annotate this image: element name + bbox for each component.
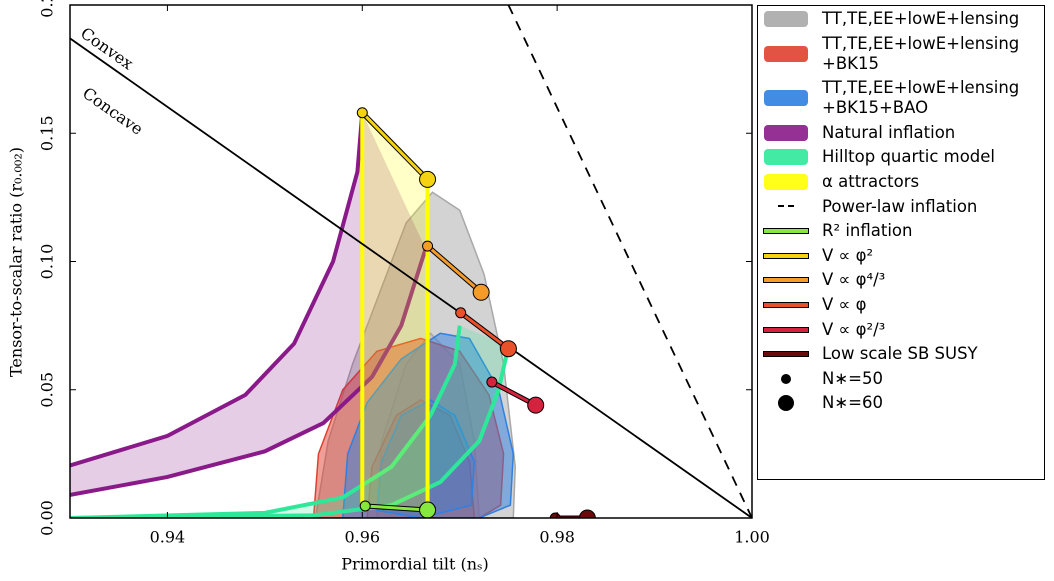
convexity-boundary — [70, 37, 752, 518]
y-axis-label: Tensor-to-scalar ratio (r₀.₀₀₂) — [7, 147, 26, 377]
legend-swatch — [764, 11, 808, 27]
legend-line — [764, 327, 808, 332]
model-point — [499, 340, 517, 358]
legend-label: TT,TE,EE+lowE+lensing +BK15 — [822, 33, 1020, 73]
model-point — [486, 376, 498, 388]
legend-swatch — [764, 124, 808, 141]
x-tick-label: 0.98 — [539, 528, 575, 547]
legend-entry: Power-law inflation — [762, 197, 1040, 217]
legend-entry: Hilltop quartic model — [762, 147, 1040, 167]
legend-label: N∗=50 — [822, 368, 883, 388]
legend-line — [764, 229, 808, 234]
legend-swatch — [764, 395, 808, 412]
legend-entry: N∗=60 — [762, 393, 1040, 413]
band-edge — [70, 345, 511, 518]
legend-entry: N∗=50 — [762, 369, 1040, 389]
legend-swatch — [764, 272, 808, 288]
legend-label: R² inflation — [822, 221, 913, 241]
plot-area — [70, 5, 752, 518]
y-tick-label: 0.10 — [38, 244, 57, 280]
legend-entry: TT,TE,EE+lowE+lensing +BK15 — [762, 34, 1040, 74]
legend-dot — [781, 373, 791, 384]
legend-label: V ∝ φ — [822, 294, 867, 314]
legend-swatch — [764, 149, 808, 166]
legend-entry: V ∝ φ² — [762, 246, 1040, 266]
model-point — [527, 396, 545, 414]
model-point — [455, 307, 467, 319]
legend-label: V ∝ φ⁴/³ — [822, 270, 886, 290]
y-tick-label: 0.15 — [38, 115, 57, 151]
legend-swatch — [764, 248, 808, 264]
band-fill — [70, 112, 426, 495]
legend-swatch — [764, 346, 808, 362]
x-tick-label: 0.94 — [150, 528, 186, 547]
model-point — [472, 283, 490, 301]
x-tick-label: 0.96 — [344, 528, 380, 547]
y-tick-label: 0.05 — [38, 372, 57, 408]
legend-dot — [778, 395, 794, 412]
legend-line — [764, 278, 808, 283]
legend-swatch — [764, 173, 808, 190]
legend: TT,TE,EE+lowE+lensing TT,TE,EE+lowE+lensi… — [757, 5, 1045, 480]
model-line — [365, 504, 428, 512]
x-tick-label: 1.00 — [734, 528, 770, 547]
legend-label: Power-law inflation — [822, 196, 978, 216]
legend-swatch — [764, 90, 808, 107]
y-tick-label: 0.00 — [38, 500, 57, 536]
legend-swatch — [764, 199, 808, 215]
legend-entry: α attractors — [762, 172, 1040, 192]
legend-entry: V ∝ φ⁴/³ — [762, 270, 1040, 290]
model-line — [507, 5, 752, 518]
band-edge — [70, 248, 428, 497]
legend-swatch — [764, 223, 808, 239]
band-edge — [70, 325, 462, 518]
band-fill — [70, 325, 509, 518]
legend-entry: Natural inflation — [762, 123, 1040, 143]
legend-line — [764, 302, 808, 307]
legend-label: Hilltop quartic model — [822, 147, 996, 167]
y-tick-label: 0.2 — [38, 0, 57, 18]
model-point — [356, 107, 368, 119]
legend-swatch — [764, 297, 808, 313]
legend-entry: V ∝ φ²/³ — [762, 320, 1040, 340]
legend-line — [778, 204, 794, 207]
model-line — [459, 311, 510, 350]
model-point — [419, 501, 437, 518]
model-point — [549, 512, 561, 518]
legend-entry: TT,TE,EE+lowE+lensing +BK15+BAO — [762, 78, 1040, 118]
model-point — [419, 170, 437, 188]
legend-line — [764, 253, 808, 258]
legend-label: Low scale SB SUSY — [822, 344, 978, 364]
legend-entry: R² inflation — [762, 221, 1040, 241]
legend-label: N∗=60 — [822, 393, 883, 413]
x-axis-label: Primordial tilt (nₛ) — [341, 555, 488, 574]
band-fill — [362, 112, 428, 511]
legend-label: TT,TE,EE+lowE+lensing — [822, 9, 1020, 28]
model-line — [426, 244, 483, 294]
model-point — [359, 500, 371, 512]
legend-swatch — [764, 45, 808, 62]
legend-label: V ∝ φ²/³ — [822, 319, 886, 339]
legend-entry: Low scale SB SUSY — [762, 344, 1040, 364]
model-point — [422, 240, 434, 252]
annotation: Convex — [77, 23, 137, 73]
legend-label: Natural inflation — [822, 122, 956, 142]
legend-label: TT,TE,EE+lowE+lensing +BK15+BAO — [822, 78, 1020, 118]
legend-entry: TT,TE,EE+lowE+lensing — [762, 9, 1040, 29]
legend-label: α attractors — [822, 171, 920, 191]
legend-label: V ∝ φ² — [822, 245, 874, 265]
band-edge — [70, 112, 365, 468]
legend-line — [764, 352, 808, 357]
legend-swatch — [764, 322, 808, 338]
model-line — [361, 111, 429, 181]
legend-entry: V ∝ φ — [762, 295, 1040, 315]
annotation: Concave — [79, 83, 147, 138]
legend-swatch — [764, 371, 808, 387]
model-point — [578, 509, 596, 518]
